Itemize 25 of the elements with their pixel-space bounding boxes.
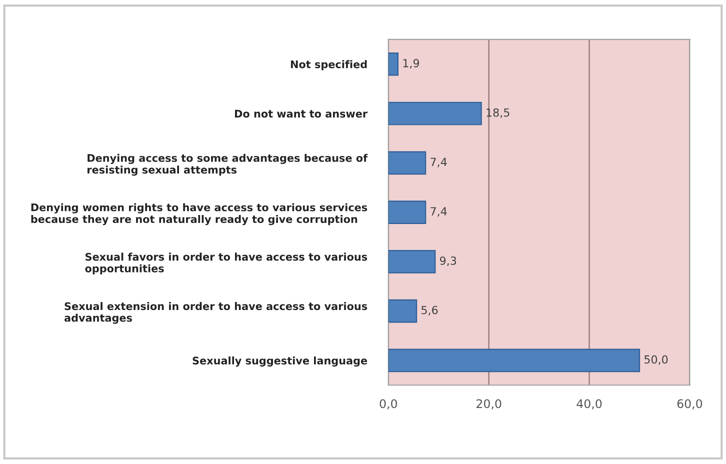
bar [388, 52, 399, 76]
y-tick-label: Denying access to some advantages because of resisting sexual attempts [88, 154, 368, 176]
bar [388, 299, 418, 323]
x-tick-label: 60,0 [677, 399, 702, 410]
data-label: 50,0 [644, 355, 668, 365]
bar [388, 348, 640, 372]
y-tick-label: Denying women rights to have access to various services because they are not naturally ready to give corruption [31, 203, 368, 226]
data-label: 18,5 [486, 108, 510, 118]
data-label: 1,9 [403, 58, 420, 68]
bar [388, 151, 426, 175]
bar [388, 102, 482, 126]
data-label: 7,4 [430, 158, 447, 168]
y-tick-label: Sexual favors in order to have access to various opportunities [85, 252, 368, 274]
data-label: 5,6 [422, 306, 438, 316]
data-label: 9,3 [440, 256, 456, 266]
y-tick-label: Sexually suggestive language [192, 356, 368, 367]
y-tick-label: Not specified [290, 60, 367, 70]
x-tick-label: 20,0 [476, 399, 502, 410]
x-tick-label: 0,0 [380, 399, 398, 410]
data-label: 7,4 [430, 207, 447, 217]
y-tick-label: Do not want to answer [235, 110, 368, 118]
bar [388, 250, 436, 274]
x-tick-label: 40,0 [576, 399, 602, 410]
bar [388, 200, 426, 224]
y-tick-label: Sexual extension in order to have access to various advantages [64, 302, 368, 324]
